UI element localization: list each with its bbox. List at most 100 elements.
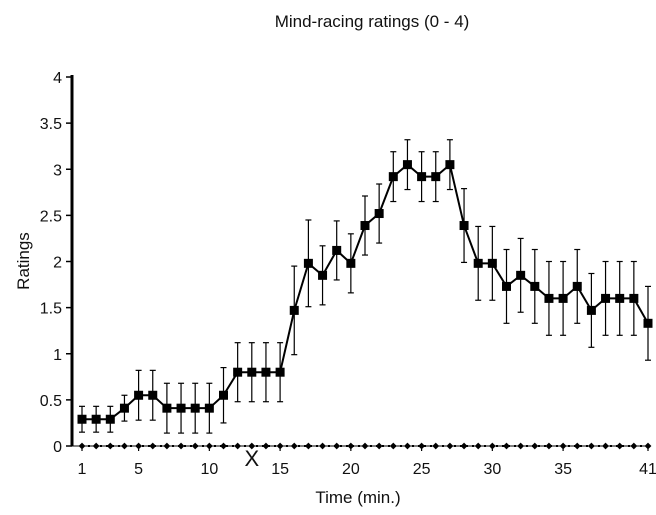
baseline-point	[389, 442, 397, 450]
baseline-point	[517, 442, 525, 450]
baseline-point	[488, 442, 496, 450]
baseline-point	[446, 442, 454, 450]
data-point	[91, 414, 101, 424]
data-point	[473, 258, 483, 268]
baseline-point	[432, 442, 440, 450]
y-tick-label: 4	[53, 70, 62, 87]
data-point	[119, 403, 129, 413]
x-tick-label: 5	[134, 461, 143, 478]
baseline-point	[588, 442, 595, 450]
y-tick-label: 0	[53, 439, 62, 456]
data-point	[417, 172, 427, 182]
x-tick-label: 10	[200, 461, 218, 478]
x-tick-label: 20	[342, 461, 360, 478]
y-tick-label: 1	[53, 347, 62, 364]
y-axis-label: Ratings	[14, 232, 33, 290]
baseline-point	[545, 442, 553, 450]
data-point	[77, 414, 87, 424]
baseline-point	[177, 442, 185, 450]
data-point	[558, 293, 568, 303]
x-axis-label: Time (min.)	[315, 488, 400, 507]
data-point	[629, 293, 639, 303]
data-point	[445, 160, 455, 170]
baseline-point	[559, 442, 567, 450]
baseline-point	[474, 442, 482, 450]
x-tick-label: 1	[78, 461, 87, 478]
baseline-point	[248, 442, 256, 450]
data-point	[261, 367, 271, 377]
baseline-point	[220, 442, 227, 450]
data-point	[219, 390, 228, 400]
baseline-point	[305, 442, 312, 450]
baseline-point	[121, 442, 128, 450]
data-point	[134, 390, 144, 400]
data-point	[601, 293, 611, 303]
baseline-point	[106, 442, 114, 450]
annotation-x-marker: X	[244, 446, 259, 471]
data-point	[162, 403, 172, 413]
baseline-point	[262, 442, 270, 450]
baseline-point	[78, 442, 86, 450]
data-point	[190, 403, 200, 413]
baseline-point	[149, 442, 157, 450]
x-tick-label: 15	[271, 461, 289, 478]
baseline-point	[573, 442, 581, 450]
baseline-point	[347, 442, 355, 450]
data-point	[360, 221, 370, 231]
data-point	[105, 414, 115, 424]
data-point	[318, 270, 328, 280]
baseline-point	[644, 442, 652, 450]
y-tick-label: 3.5	[40, 116, 62, 133]
baseline-point	[319, 442, 326, 450]
baseline-point	[616, 442, 624, 450]
data-point	[615, 293, 625, 303]
baseline-point	[234, 442, 242, 450]
baseline-point	[460, 442, 468, 450]
data-point	[502, 281, 511, 291]
baseline-point	[205, 442, 213, 450]
chart-title: Mind-racing ratings (0 - 4)	[275, 12, 470, 31]
data-point	[346, 258, 356, 268]
baseline-point	[92, 442, 100, 450]
data-point	[643, 318, 653, 328]
y-tick-label: 0.5	[40, 393, 62, 410]
baseline-point	[531, 442, 539, 450]
y-tick-label: 1.5	[40, 301, 62, 318]
baseline-point	[361, 442, 369, 450]
data-point	[303, 258, 313, 268]
data-point	[487, 258, 497, 268]
baseline-point	[333, 442, 341, 450]
baseline-point	[375, 442, 383, 450]
data-point	[402, 160, 412, 170]
x-tick-label: 35	[554, 461, 572, 478]
data-point	[431, 172, 441, 182]
baseline-point	[602, 442, 609, 450]
y-tick-label: 2	[53, 255, 62, 272]
baseline-point	[191, 442, 199, 450]
baseline-point	[418, 442, 425, 450]
baseline-point	[163, 442, 171, 450]
data-point	[204, 403, 214, 413]
data-point	[530, 281, 540, 291]
baseline-point	[276, 442, 284, 450]
data-point	[459, 221, 469, 231]
baseline-point	[503, 442, 510, 450]
data-point	[586, 305, 596, 315]
baseline-point	[135, 442, 142, 450]
data-point	[233, 367, 243, 377]
data-point	[374, 209, 384, 219]
data-point	[544, 293, 554, 303]
y-tick-label: 3	[53, 162, 62, 179]
data-point	[275, 367, 285, 377]
data-point	[332, 245, 342, 255]
x-tick-label: 41	[639, 461, 656, 478]
data-point	[572, 281, 582, 291]
data-point	[289, 305, 299, 315]
y-tick-label: 2.5	[40, 208, 62, 225]
baseline-point	[404, 442, 411, 450]
data-point	[247, 367, 257, 377]
x-tick-label: 30	[483, 461, 501, 478]
data-point	[176, 403, 186, 413]
baseline-point	[630, 442, 638, 450]
